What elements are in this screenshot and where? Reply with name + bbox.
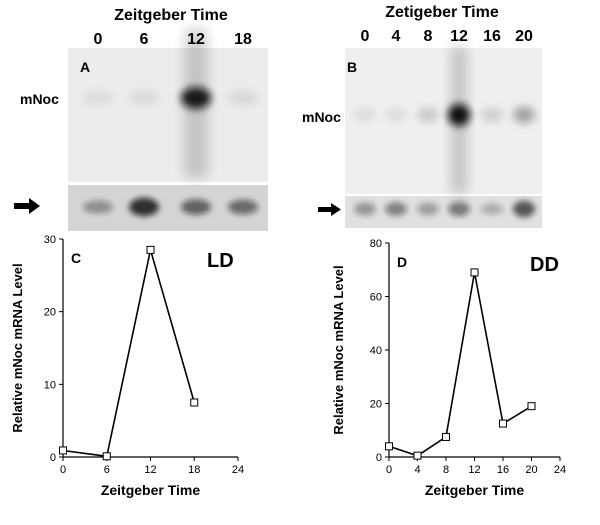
panel-b-lane-label: 12	[450, 28, 468, 45]
chart-d: 0 20 40 60 80 0 4 8 12 16 20 24 Zeitgeber Time Relati…	[331, 238, 566, 498]
y-tick-label: 10	[44, 379, 56, 391]
y-tick-label: 60	[370, 292, 382, 304]
blot-b-mnoc-band	[385, 107, 407, 123]
x-tick-label: 0	[386, 464, 392, 476]
x-tick-label: 18	[188, 464, 200, 476]
blot-b-loading-band	[481, 203, 503, 215]
data-point	[470, 268, 479, 277]
panel-a-lane-labels: 0 6 12 18	[94, 31, 252, 48]
y-tick-label: 80	[370, 238, 382, 250]
blot-a-mnoc-band	[129, 90, 159, 106]
blot-a-loading-band	[181, 199, 211, 215]
blot-a-mnoc-panel	[68, 48, 268, 182]
panel-a-header: Zeitgeber Time	[114, 7, 228, 24]
x-tick-label: 4	[414, 464, 420, 476]
panel-a-arrow-icon	[14, 198, 40, 214]
y-axis-label: Relative mNoc mRNA Level	[10, 263, 25, 432]
data-point	[385, 442, 393, 451]
y-tick-label: 20	[370, 399, 382, 411]
blot-b-mnoc-band	[513, 106, 535, 124]
y-tick-label: 40	[370, 345, 382, 357]
x-tick-label: 6	[104, 464, 110, 476]
blot-a-loading-band	[228, 199, 258, 215]
panel-b-lane-label: 0	[361, 28, 370, 45]
blot-b-loading-panel	[345, 196, 542, 228]
data-point	[146, 245, 155, 254]
blot-b-mnoc-band	[448, 104, 470, 126]
panel-a-gene-label: mNoc	[20, 91, 59, 107]
x-axis-label: Zeitgeber Time	[101, 482, 201, 498]
condition-label: LD	[207, 250, 234, 272]
condition-label: DD	[530, 254, 559, 276]
y-tick-label: 0	[376, 452, 382, 464]
panel-b-arrow-icon	[318, 203, 341, 216]
x-tick-label: 12	[468, 464, 480, 476]
x-tick-label: 8	[443, 464, 449, 476]
panel-a-lane-label: 18	[234, 31, 252, 48]
data-point	[102, 452, 111, 461]
data-point	[59, 446, 67, 455]
x-tick-label: 16	[497, 464, 509, 476]
panel-b-gene-label: mNoc	[302, 109, 341, 125]
blot-a-mnoc-band	[83, 90, 113, 106]
panel-b-letter: B	[347, 59, 357, 75]
blot-a-mnoc-band	[181, 87, 211, 109]
panel-letter: C	[71, 250, 81, 266]
data-point	[499, 419, 507, 428]
blot-b-loading-band	[448, 201, 470, 217]
panel-b-lane-label: 20	[515, 28, 533, 45]
panel-letter: D	[397, 254, 407, 270]
blot-b-mnoc-panel	[345, 48, 542, 194]
blot-a-loading-band	[83, 200, 113, 214]
y-tick-label: 20	[44, 307, 56, 319]
x-tick-label: 20	[525, 464, 537, 476]
panel-a-letter: A	[80, 59, 90, 75]
blot-a-bands	[83, 28, 258, 217]
blot-b-loading-band	[385, 202, 407, 216]
panel-b-lane-labels: 0 4 8 12 16 20	[361, 28, 533, 45]
blot-b-bands	[354, 45, 535, 218]
blot-b-loading-band	[354, 202, 376, 216]
blot-b-loading-band	[417, 202, 439, 216]
x-tick-label: 0	[60, 464, 66, 476]
x-tick-label: 12	[144, 464, 156, 476]
data-point	[527, 402, 536, 411]
panel-b-header: Zetigeber Time	[385, 4, 499, 21]
blot-b-mnoc-band	[417, 107, 439, 123]
x-axis-label: Zeitgeber Time	[425, 482, 525, 498]
data-point	[413, 451, 422, 460]
chart-c: 0 10 20 30 0 6 12 18 24 Zeitgeber Time Relative mN…	[10, 234, 244, 498]
series-line	[62, 249, 196, 458]
panel-a-lane-label: 0	[94, 31, 103, 48]
blot-b-mnoc-band	[481, 107, 503, 123]
panel-a-lane-label: 6	[140, 31, 149, 48]
y-tick-label: 30	[44, 234, 56, 246]
data-point	[190, 398, 199, 407]
panel-b-lane-label: 8	[424, 28, 433, 45]
x-tick-label: 24	[232, 464, 244, 476]
y-axis-label: Relative mNoc mRNA Level	[331, 265, 346, 434]
y-tick-label: 0	[50, 452, 56, 464]
blot-a-loading-band	[129, 197, 159, 217]
blot-a-mnoc-band	[228, 90, 258, 106]
x-tick-label: 24	[554, 464, 566, 476]
blot-b-loading-band	[513, 200, 535, 218]
series-line	[388, 272, 532, 457]
panel-b-lane-label: 16	[483, 28, 501, 45]
panel-b-lane-label: 4	[392, 28, 401, 45]
data-point	[442, 432, 450, 441]
blot-b-mnoc-band	[354, 107, 376, 123]
